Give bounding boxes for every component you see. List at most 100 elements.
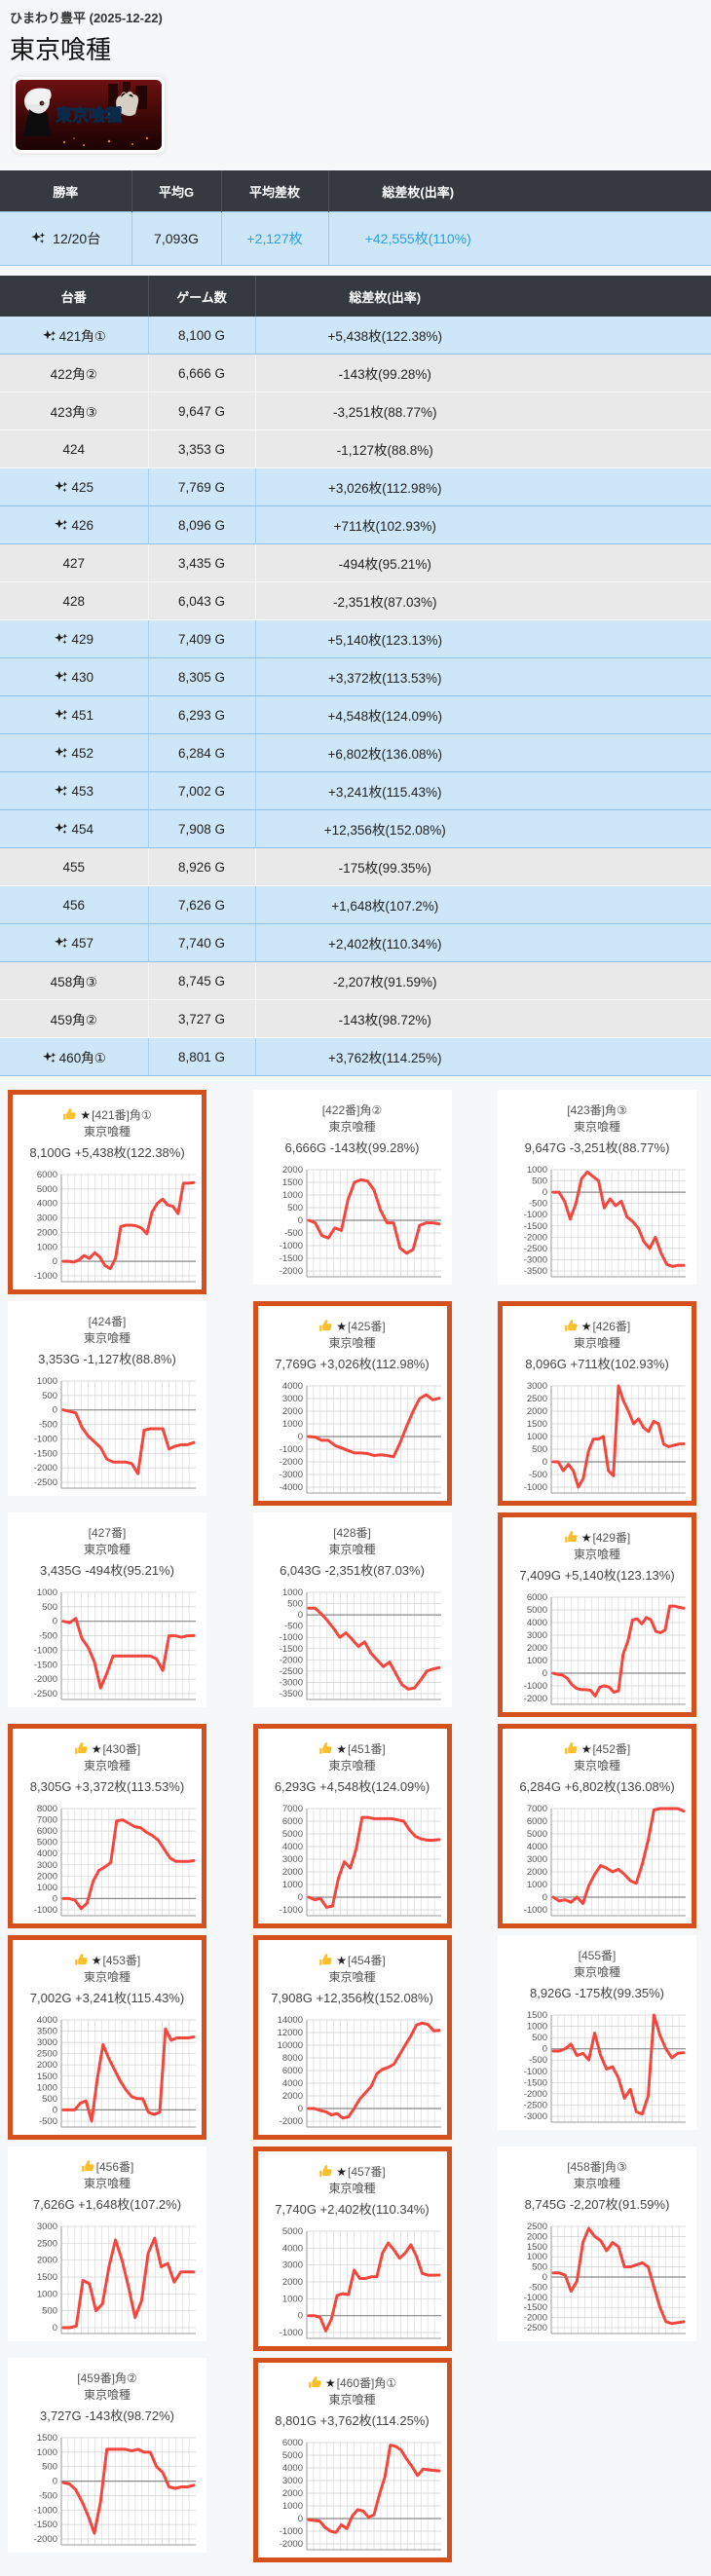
machine-row-452[interactable]: 452 6,284 G +6,802枚(136.08%) [0, 733, 711, 772]
diff-cell: -143枚(98.72%) [254, 999, 514, 1038]
svg-text:500: 500 [42, 1602, 57, 1613]
svg-text:-3000: -3000 [279, 1470, 302, 1480]
svg-text:-1500: -1500 [34, 1660, 57, 1670]
thumbs-up-icon [564, 1531, 578, 1543]
svg-text:4000: 4000 [37, 2015, 57, 2026]
chart-card-421[interactable]: ★[421番]角① 東京喰種 8,100G +5,438枚(122.38%) 6000… [8, 1090, 206, 1294]
machine-row-430[interactable]: 430 8,305 G +3,372枚(113.53%) [0, 657, 711, 696]
games-cell: 7,626 G [147, 885, 255, 924]
chart-card-423[interactable]: [423番]角③ 東京喰種 9,647G -3,251枚(88.77%) 1000 50… [498, 1090, 696, 1285]
machine-row-453[interactable]: 453 7,002 G +3,241枚(115.43%) [0, 771, 711, 810]
thumbs-up-icon [74, 1742, 88, 1754]
star-icon: ★ [336, 1320, 348, 1333]
chart-card-425[interactable]: ★[425番] 東京喰種 7,769G +3,026枚(112.98%) 4000 30… [252, 1301, 452, 1506]
chart-card-452[interactable]: ★[452番] 東京喰種 6,284G +6,802枚(136.08%) 7000 60… [498, 1724, 696, 1928]
svg-text:3000: 3000 [37, 1213, 57, 1223]
svg-text:-4000: -4000 [279, 1482, 302, 1493]
svg-text:2500: 2500 [37, 2048, 57, 2059]
chart-card-429[interactable]: ★[429番] 東京喰種 7,409G +5,140枚(123.13%) 6000 50… [498, 1512, 696, 1717]
chart-card-451[interactable]: ★[451番] 東京喰種 6,293G +4,548枚(124.09%) 7000 60… [252, 1724, 452, 1928]
machine-number-cell: 460角① [0, 1037, 148, 1076]
chart-card-430[interactable]: ★[430番] 東京喰種 8,305G +3,372枚(113.53%) 8000 70… [8, 1724, 206, 1928]
chart-card-459[interactable]: [459番]角② 東京喰種 3,727G -143枚(98.72%) 1500 1000… [8, 2358, 206, 2553]
svg-text:-500: -500 [283, 1228, 302, 1239]
chart-title: ★[454番] 東京喰種 [258, 1953, 447, 1987]
machine-row-428[interactable]: 428 6,043 G -2,351枚(87.03%) [0, 581, 711, 620]
diff-cell: -494枚(95.21%) [254, 543, 514, 582]
svg-text:-1000: -1000 [279, 1444, 302, 1455]
games-cell: 3,435 G [147, 543, 255, 582]
svg-text:0: 0 [543, 2272, 547, 2283]
chart-card-427[interactable]: [427番] 東京喰種 3,435G -494枚(95.21%) 1000 500 0 -5… [8, 1512, 206, 1707]
svg-text:-3500: -3500 [279, 1689, 302, 1699]
chart-card-456[interactable]: [456番] 東京喰種 7,626G +1,648枚(107.2%) 3000 2500… [8, 2147, 206, 2341]
filler-cell [514, 771, 711, 810]
machine-row-451[interactable]: 451 6,293 G +4,548枚(124.09%) [0, 695, 711, 734]
chart-card-426[interactable]: ★[426番] 東京喰種 8,096G +711枚(102.93%) 3000 2500… [498, 1301, 696, 1506]
diff-cell: +2,402枚(110.34%) [254, 923, 514, 962]
svg-text:2000: 2000 [527, 1406, 547, 1417]
star-icon: ★ [580, 1742, 592, 1756]
chart-title: [456番] 東京喰種 [8, 2159, 206, 2193]
star-icon: ★ [580, 1531, 592, 1545]
svg-text:4000: 4000 [527, 1842, 547, 1852]
chart-card-453[interactable]: ★[453番] 東京喰種 7,002G +3,241枚(115.43%) 4000 35… [8, 1935, 206, 2140]
chart-card-428[interactable]: [428番] 東京喰種 6,043G -2,351枚(87.03%) 1000 500 0… [252, 1512, 452, 1707]
svg-text:0: 0 [53, 2476, 57, 2486]
diff-cell: -1,127枚(88.8%) [254, 429, 514, 468]
games-cell: 8,305 G [147, 657, 255, 696]
svg-text:3000: 3000 [281, 2476, 302, 2486]
chart-card-458[interactable]: [458番]角③ 東京喰種 8,745G -2,207枚(91.59%) 2500 20… [498, 2147, 696, 2341]
svg-text:-1500: -1500 [524, 2302, 547, 2313]
machine-row-456[interactable]: 456 7,626 G +1,648枚(107.2%) [0, 885, 711, 924]
chart-card-457[interactable]: ★[457番] 東京喰種 7,740G +2,402枚(110.34%) 5000 40… [252, 2147, 452, 2351]
svg-text:1000: 1000 [527, 1165, 547, 1176]
games-cell: 6,666 G [147, 354, 255, 392]
machine-row-421[interactable]: 421角① 8,100 G +5,438枚(122.38%) [0, 317, 711, 355]
machine-row-429[interactable]: 429 7,409 G +5,140枚(123.13%) [0, 619, 711, 658]
svg-text:-1000: -1000 [279, 1632, 302, 1643]
banner-image: 東京喰種 [12, 76, 166, 154]
sparkle-icon [55, 670, 68, 682]
svg-text:500: 500 [532, 1444, 547, 1455]
machine-row-422[interactable]: 422角② 6,666 G -143枚(99.28%) [0, 354, 711, 392]
machine-graph: 10005000-500-1000-1500-2000-2500-3000-35… [279, 1587, 441, 1700]
machine-row-426[interactable]: 426 8,096 G +711枚(102.93%) [0, 505, 711, 544]
filler-cell [514, 619, 711, 658]
machine-row-460[interactable]: 460角① 8,801 G +3,762枚(114.25%) [0, 1037, 711, 1076]
machine-row-454[interactable]: 454 7,908 G +12,356枚(152.08%) [0, 809, 711, 848]
diff-cell: -143枚(99.28%) [254, 354, 514, 392]
machine-row-458[interactable]: 458角③ 8,745 G -2,207枚(91.59%) [0, 961, 711, 1000]
svg-text:3000: 3000 [281, 1854, 302, 1865]
chart-card-454[interactable]: ★[454番] 東京喰種 7,908G +12,356枚(152.08%) 14000… [252, 1935, 452, 2140]
svg-text:-2000: -2000 [34, 2534, 57, 2545]
svg-text:1500: 1500 [527, 2010, 547, 2021]
chart-title: [459番]角② 東京喰種 [77, 2371, 137, 2403]
machine-row-427[interactable]: 427 3,435 G -494枚(95.21%) [0, 543, 711, 582]
svg-text:-2000: -2000 [279, 1266, 302, 1277]
machine-row-455[interactable]: 455 8,926 G -175枚(99.35%) [0, 847, 711, 886]
svg-text:0: 0 [543, 2043, 547, 2054]
svg-text:-2000: -2000 [279, 2116, 302, 2127]
diff-cell: -2,351枚(87.03%) [254, 581, 514, 620]
machine-row-457[interactable]: 457 7,740 G +2,402枚(110.34%) [0, 923, 711, 962]
svg-text:3000: 3000 [37, 2221, 57, 2232]
machine-row-425[interactable]: 425 7,769 G +3,026枚(112.98%) [0, 467, 711, 506]
svg-text:-2000: -2000 [34, 1463, 57, 1474]
chart-card-455[interactable]: [455番] 東京喰種 8,926G -175枚(99.35%) 1500 1000 50… [498, 1935, 696, 2130]
svg-text:-1000: -1000 [34, 2505, 57, 2516]
summary-row: 12/20台 7,093G +2,127枚 +42,555枚(110%) [0, 211, 711, 266]
machine-row-423[interactable]: 423角③ 9,647 G -3,251枚(88.77%) [0, 392, 711, 430]
chart-card-422[interactable]: [422番]角② 東京喰種 6,666G -143枚(99.28%) 2000 1500… [252, 1090, 452, 1285]
games-cell: 6,293 G [147, 695, 255, 734]
machine-row-459[interactable]: 459角② 3,727 G -143枚(98.72%) [0, 999, 711, 1038]
sparkle-icon [42, 330, 56, 342]
summary-col-avg-diff: 平均差枚 [220, 170, 328, 212]
chart-card-460[interactable]: ★[460番]角① 東京喰種 8,801G +3,762枚(114.25%) 6000… [252, 2358, 452, 2562]
chart-card-424[interactable]: [424番] 東京喰種 3,353G -1,127枚(88.8%) 1000 500 0 -… [8, 1301, 206, 1496]
svg-text:6000: 6000 [281, 2066, 302, 2076]
avg-diff-value: +2,127枚 [220, 211, 328, 266]
machine-row-424[interactable]: 424 3,353 G -1,127枚(88.8%) [0, 429, 711, 468]
svg-text:500: 500 [287, 1598, 303, 1609]
